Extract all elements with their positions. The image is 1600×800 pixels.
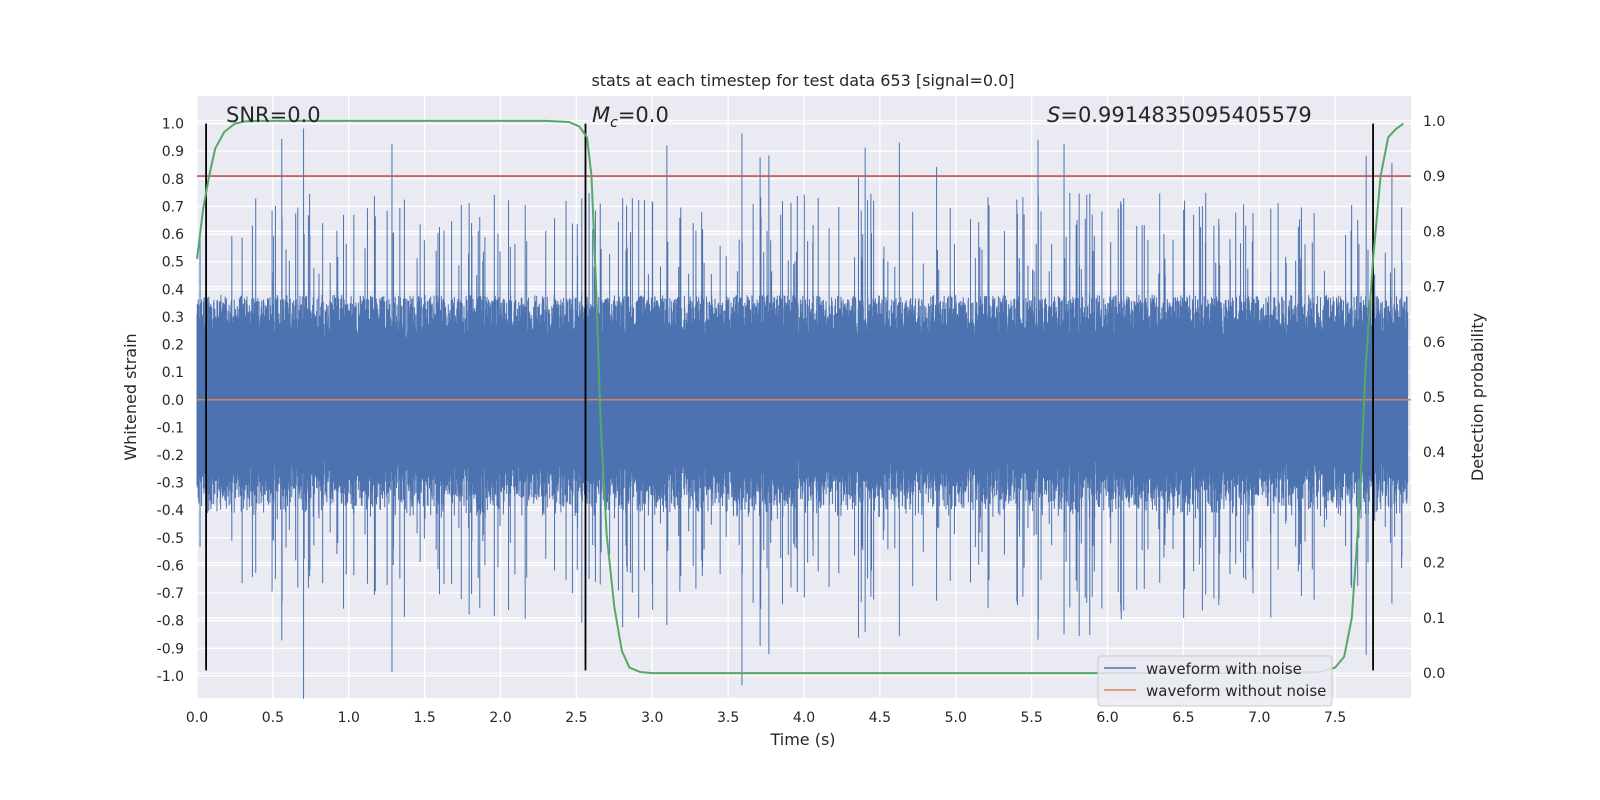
x-tick-label: 3.5 bbox=[717, 710, 739, 726]
y-tick-label: 0.1 bbox=[162, 365, 184, 381]
y2-tick-label: 1.0 bbox=[1423, 114, 1445, 130]
y-tick-label: 1.0 bbox=[162, 117, 184, 133]
y-tick-label: -0.2 bbox=[157, 448, 184, 464]
y2-tick-label: 0.4 bbox=[1423, 445, 1445, 461]
y-tick-label: -0.8 bbox=[157, 614, 184, 630]
y-tick-label: 0.2 bbox=[162, 338, 184, 354]
legend-box bbox=[1097, 655, 1333, 707]
y2-axis-ticks: 1.0 0.9 0.8 0.7 0.6 0.5 0.4 0.3 0.2 0.1 0.0 bbox=[1423, 114, 1445, 682]
y-tick-label: 0.6 bbox=[162, 227, 184, 243]
y-tick-label: 0.3 bbox=[162, 310, 184, 326]
y2-tick-label: 0.6 bbox=[1423, 335, 1445, 351]
annotation-chirp-mass: Mc=0.0 bbox=[592, 103, 669, 131]
y-axis-label: Whitened strain bbox=[121, 333, 140, 460]
y-tick-label: 0.9 bbox=[162, 144, 184, 160]
x-tick-label: 2.5 bbox=[565, 710, 587, 726]
annotation-snr: SNR=0.0 bbox=[226, 103, 321, 127]
chart-title: stats at each timestep for test data 653… bbox=[591, 71, 1014, 90]
y-tick-label: -0.7 bbox=[157, 586, 184, 602]
series-detection-probability bbox=[196, 119, 1404, 675]
x-tick-label: 7.5 bbox=[1324, 710, 1346, 726]
y-tick-label: -0.9 bbox=[157, 641, 184, 657]
x-tick-label: 6.0 bbox=[1096, 710, 1118, 726]
x-tick-label: 2.0 bbox=[489, 710, 511, 726]
y-tick-label: -0.5 bbox=[157, 531, 184, 547]
x-tick-label: 4.5 bbox=[869, 710, 891, 726]
y2-tick-label: 0.0 bbox=[1423, 666, 1445, 682]
y2-tick-label: 0.8 bbox=[1423, 224, 1445, 240]
legend: waveform with noise waveform without noi… bbox=[1097, 655, 1333, 707]
y-tick-label: -0.1 bbox=[157, 420, 184, 436]
y-tick-label: 0.4 bbox=[162, 282, 184, 298]
x-tick-label: 1.0 bbox=[338, 710, 360, 726]
x-tick-label: 0.5 bbox=[262, 710, 284, 726]
y-tick-label: -0.3 bbox=[157, 476, 184, 492]
x-tick-label: 7.0 bbox=[1248, 710, 1270, 726]
y2-tick-label: 0.7 bbox=[1423, 280, 1445, 296]
y2-tick-label: 0.9 bbox=[1423, 169, 1445, 185]
legend-label-noise: waveform with noise bbox=[1146, 660, 1302, 678]
y-tick-label: 0.7 bbox=[162, 199, 184, 215]
x-tick-label: 0.0 bbox=[186, 710, 208, 726]
x-tick-label: 5.5 bbox=[1020, 710, 1042, 726]
x-tick-label: 5.0 bbox=[945, 710, 967, 726]
y-tick-label: 0.0 bbox=[162, 393, 184, 409]
y-tick-label: 0.5 bbox=[162, 255, 184, 271]
y2-tick-label: 0.2 bbox=[1423, 556, 1445, 572]
x-axis-ticks: 0.0 0.5 1.0 1.5 2.0 2.5 3.0 3.5 4.0 4.5 5.0 5.5 6.0 6… bbox=[186, 710, 1346, 726]
y2-tick-label: 0.3 bbox=[1423, 500, 1445, 516]
y-tick-label: -0.4 bbox=[157, 503, 184, 519]
legend-label-clean: waveform without noise bbox=[1146, 682, 1326, 700]
x-tick-label: 1.5 bbox=[413, 710, 435, 726]
x-tick-label: 6.5 bbox=[1172, 710, 1194, 726]
y2-tick-label: 0.5 bbox=[1423, 390, 1445, 406]
x-tick-label: 4.0 bbox=[793, 710, 815, 726]
y-axis-ticks: 1.0 0.9 0.8 0.7 0.6 0.5 0.4 0.3 0.2 0.1 0.0 -0.1 -0.… bbox=[157, 117, 184, 685]
y2-tick-label: 0.1 bbox=[1423, 611, 1445, 627]
y-tick-label: -0.6 bbox=[157, 558, 184, 574]
y-tick-label: 0.8 bbox=[162, 172, 184, 188]
y-tick-label: -1.0 bbox=[157, 669, 184, 685]
vertical-markers bbox=[205, 123, 1374, 671]
x-axis-label: Time (s) bbox=[769, 730, 835, 749]
x-tick-label: 3.0 bbox=[641, 710, 663, 726]
y2-axis-label: Detection probability bbox=[1468, 313, 1487, 481]
annotation-score: S=0.9914835095405579 bbox=[1047, 103, 1312, 127]
